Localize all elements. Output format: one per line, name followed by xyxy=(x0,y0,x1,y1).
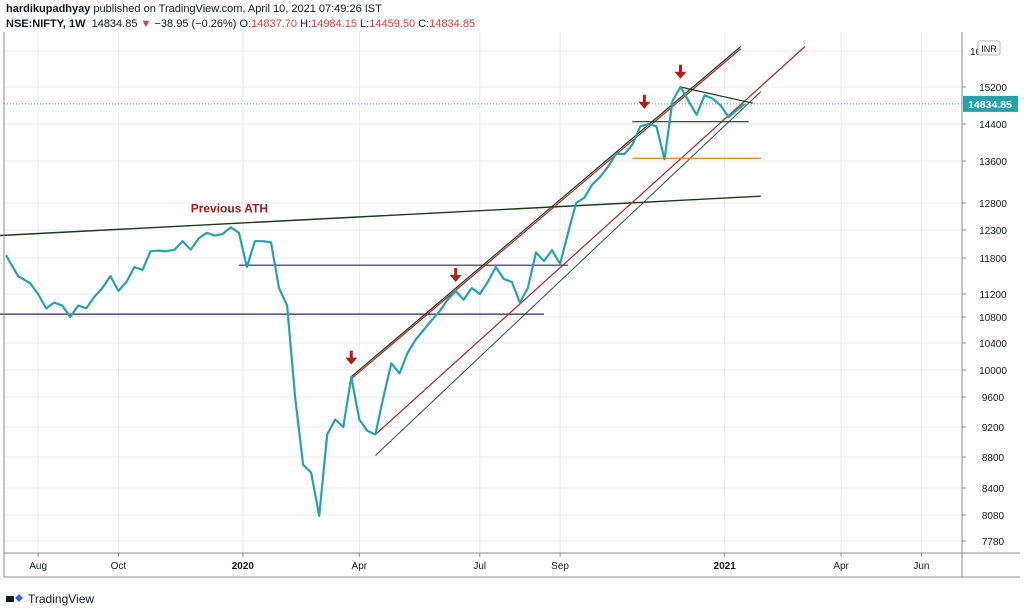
arrow-stem xyxy=(454,268,458,276)
high-value: 14984.15 xyxy=(311,18,357,30)
y-tick-label: 8800 xyxy=(982,453,1005,464)
y-tick-label: 8400 xyxy=(982,484,1005,495)
open-value: 14837.70 xyxy=(251,18,298,30)
last-price-tag-label: 14834.85 xyxy=(968,99,1012,111)
publish-info: hardikupadhyay published on TradingView.… xyxy=(6,3,382,15)
high-label: H: xyxy=(300,18,312,30)
y-tick-label: 11800 xyxy=(979,254,1007,265)
footer-brand[interactable]: TradingView xyxy=(6,592,94,606)
last-price: 14834.85 xyxy=(91,18,138,30)
tradingview-logo-icon xyxy=(6,593,24,605)
y-tick-label: 14400 xyxy=(979,120,1007,131)
triangle-top-line xyxy=(680,86,753,104)
y-tick-label: 15200 xyxy=(979,83,1007,94)
price-change: −38.95 (−0.26%) xyxy=(154,18,237,30)
channel-top-dark xyxy=(350,46,742,378)
chart-grid xyxy=(4,32,962,553)
down-arrow-icon xyxy=(345,350,358,365)
y-tick-label: 12300 xyxy=(979,226,1007,237)
publish-date: published on TradingView.com, April 10, … xyxy=(93,3,382,15)
close-value: 14834.85 xyxy=(429,18,476,30)
symbol-label: NSE:NIFTY, 1W xyxy=(6,18,86,30)
y-tick-label: 11200 xyxy=(979,290,1007,301)
down-arrow-icon xyxy=(638,94,651,109)
previous-ath-line xyxy=(0,195,761,237)
down-arrow-icon xyxy=(674,64,687,79)
y-tick-label: 7780 xyxy=(982,537,1005,548)
ohlc-legend: NSE:NIFTY, 1W 14834.85 ▼ −38.95 (−0.26%)… xyxy=(6,18,475,30)
close-label: C: xyxy=(418,18,430,30)
author-name[interactable]: hardikupadhyay xyxy=(6,3,91,15)
y-tick-label: 12800 xyxy=(979,199,1007,210)
x-tick-label: Jul xyxy=(473,561,486,572)
x-tick-label: Oct xyxy=(111,561,127,572)
arrow-markers xyxy=(345,64,687,365)
low-value: 14459.50 xyxy=(369,18,416,30)
arrow-head xyxy=(638,101,651,109)
x-tick-label: Jun xyxy=(913,561,929,572)
arrow-stem xyxy=(349,350,353,359)
arrow-head xyxy=(345,357,358,365)
down-arrow-icon xyxy=(449,268,462,282)
y-tick-label: 16 xyxy=(970,47,982,58)
y-tick-label: 9600 xyxy=(982,393,1005,404)
y-tick-label: 9200 xyxy=(982,423,1005,434)
annotation-previous-ath: Previous ATH xyxy=(191,202,268,216)
currency-label: INR xyxy=(981,44,997,54)
channel-top-red xyxy=(350,48,742,380)
brand-name: TradingView xyxy=(28,592,95,606)
y-tick-label: 10000 xyxy=(979,366,1007,377)
x-tick-label: Aug xyxy=(29,561,47,572)
currency-badge xyxy=(977,40,1001,56)
x-tick-label: 2021 xyxy=(714,561,737,572)
low-label: L: xyxy=(360,18,370,30)
arrow-stem xyxy=(679,64,683,73)
last-price-tag xyxy=(963,95,1018,112)
arrow-stem xyxy=(642,94,646,103)
y-tick-label: 10400 xyxy=(979,339,1007,350)
y-tick-label: 10800 xyxy=(979,313,1007,324)
price-line xyxy=(5,85,746,518)
y-tick-label: 8080 xyxy=(982,511,1005,522)
channel-bottom-dark xyxy=(375,91,762,456)
x-tick-label: Sep xyxy=(551,561,569,572)
x-tick-label: Apr xyxy=(352,561,368,572)
x-tick-label: Apr xyxy=(833,561,849,572)
trend-drawings: Previous ATH xyxy=(0,46,962,456)
arrow-head xyxy=(449,275,462,282)
chart-axes: 7780 8080 8400 8800 9200 9600 10000 10400 10800 1… xyxy=(3,32,1020,578)
channel-bottom-red xyxy=(374,46,806,435)
x-tick-label: 2020 xyxy=(232,561,255,572)
change-down-icon: ▼ xyxy=(140,18,152,30)
arrow-head xyxy=(674,71,687,79)
y-tick-label: 13600 xyxy=(979,157,1007,168)
open-label: O: xyxy=(239,18,252,30)
price-series xyxy=(5,85,746,518)
